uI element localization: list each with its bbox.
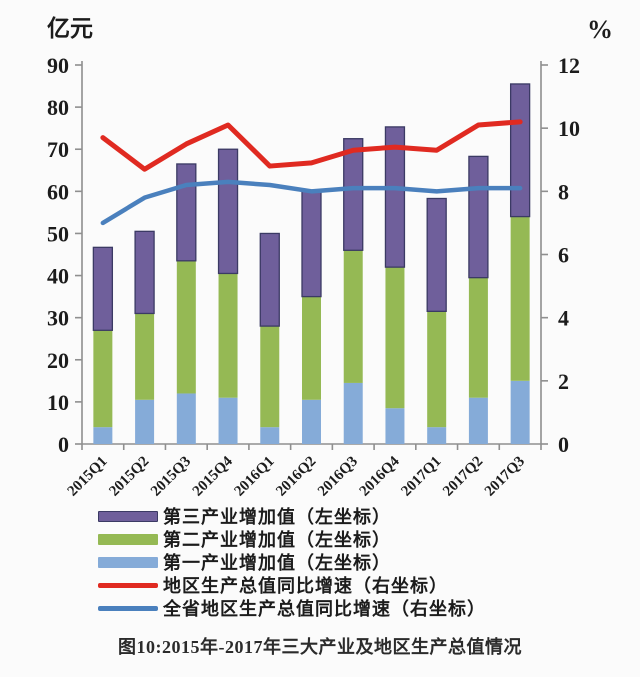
legend-item: 第一产业增加值（左坐标） (98, 553, 640, 573)
bar-segment (343, 138, 364, 251)
right-axis-tick-label: 4 (558, 306, 569, 331)
bar-segment (260, 427, 280, 444)
bar-segment (93, 330, 113, 428)
legend-bar-swatch (98, 510, 158, 522)
legend-label: 地区生产总值同比增速（右坐标） (163, 576, 448, 596)
legend-label: 第二产业增加值（左坐标） (163, 530, 391, 550)
left-axis-tick-label: 80 (47, 95, 69, 120)
left-axis-tick-label: 0 (58, 432, 69, 457)
right-axis-tick-label: 0 (558, 432, 569, 457)
bar-segment (343, 382, 363, 444)
swatch-color (98, 510, 158, 522)
right-axis-tick-label: 10 (558, 116, 580, 141)
bar-segment (135, 313, 155, 400)
bar-segment (176, 163, 197, 262)
bar-segment (385, 267, 405, 409)
legend-label: 全省地区生产总值同比增速（右坐标） (163, 599, 486, 619)
x-axis-label: 2016Q3 (315, 454, 361, 500)
bar-segment (302, 399, 321, 444)
bar-segment (302, 296, 321, 400)
bar-segment (427, 311, 447, 428)
bar-segment (385, 408, 405, 444)
left-axis-tick-label: 60 (47, 179, 69, 204)
legend-bar-swatch (98, 533, 158, 545)
legend-item: 第三产业增加值（左坐标） (98, 507, 640, 527)
left-axis-tick-label: 20 (47, 348, 69, 373)
bar-segment (259, 232, 280, 327)
bar-segment (301, 190, 322, 298)
bar-segment (343, 250, 363, 383)
left-axis-title: 亿元 (47, 16, 93, 41)
chart-canvas: 亿元 % 01020304050607080900246810122015Q12… (47, 15, 613, 500)
bar-segment (468, 277, 488, 398)
figure-caption: 图10:2015年-2017年三大产业及地区生产总值情况 (118, 637, 522, 657)
x-axis-label: 2016Q2 (273, 454, 319, 500)
legend-item: 第二产业增加值（左坐标） (98, 530, 640, 550)
legend-item: 全省地区生产总值同比增速（右坐标） (98, 599, 640, 619)
legend-label: 第一产业增加值（左坐标） (163, 553, 391, 573)
legend-line-swatch (98, 605, 158, 611)
x-axis-label: 2015Q1 (65, 454, 111, 500)
bar-segment (92, 246, 114, 331)
x-axis-label: 2016Q1 (232, 454, 278, 500)
swatch-color (98, 533, 158, 545)
chart-legend: 第三产业增加值（左坐标） 第二产业增加值（左坐标） 第一产业增加值（左坐标） 地区生产… (0, 507, 640, 619)
left-axis-tick-label: 50 (47, 221, 69, 246)
right-axis-title: % (587, 15, 613, 44)
bar-segment (384, 126, 406, 268)
plot-area: 0 10 20 30 40 50 60 70 80 90 0 2 4 6 8 10 12 2015Q12015Q2… (47, 53, 580, 500)
bar-segment (176, 260, 196, 394)
bar-segment (510, 380, 530, 444)
line-series (100, 179, 523, 226)
legend-bar-swatch (98, 556, 158, 568)
left-axis-tick-label: 90 (47, 53, 69, 78)
x-axis-label: 2015Q4 (190, 453, 236, 499)
right-axis-tick-label: 12 (558, 53, 580, 78)
x-axis-label: 2015Q2 (106, 454, 152, 500)
left-axis-tick-label: 70 (47, 137, 69, 162)
left-axis-tick-label: 40 (47, 264, 69, 289)
left-axis-tick-label: 30 (47, 306, 69, 331)
bar-segment (509, 83, 531, 218)
bar-segment (468, 155, 489, 279)
bar-segment (218, 273, 238, 398)
bar-segment (176, 393, 196, 444)
bar-segment (427, 427, 447, 444)
bar-segment (217, 148, 239, 275)
bar-segment (218, 397, 238, 444)
left-axis-tick-label: 10 (47, 390, 69, 415)
bar-segment (134, 230, 155, 315)
x-axis-label: 2017Q3 (482, 454, 528, 500)
line-series (100, 119, 523, 172)
right-axis-tick-label: 8 (558, 179, 569, 204)
x-axis-label: 2017Q1 (398, 454, 444, 500)
right-axis-tick-label: 6 (558, 243, 569, 268)
swatch-color (98, 582, 158, 588)
legend-item: 地区生产总值同比增速（右坐标） (98, 576, 640, 596)
bar-segment (426, 197, 447, 312)
x-axis-label: 2016Q4 (357, 453, 403, 499)
legend-label: 第三产业增加值（左坐标） (163, 507, 391, 527)
bar-segment (135, 399, 155, 444)
bar-segment (93, 427, 113, 444)
x-axis-label: 2017Q2 (440, 454, 486, 500)
legend-line-swatch (98, 582, 158, 588)
bar-segment (510, 216, 530, 381)
x-axis-label: 2015Q3 (148, 454, 194, 500)
bar-segment (468, 397, 488, 444)
swatch-color (98, 556, 158, 568)
bar-segment (260, 326, 280, 428)
right-axis-tick-label: 2 (558, 369, 569, 394)
swatch-color (98, 605, 158, 611)
